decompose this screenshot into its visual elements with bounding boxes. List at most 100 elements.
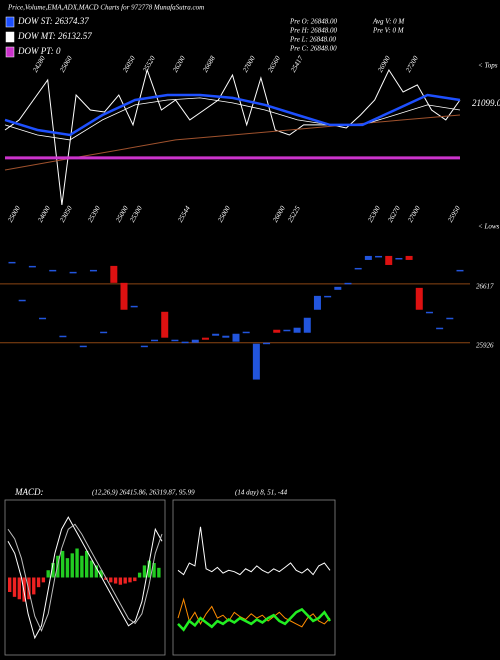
histogram-bar bbox=[41, 577, 46, 583]
stat: Pre C: 26848.00 bbox=[289, 45, 337, 53]
series-line bbox=[4, 114, 461, 171]
candle bbox=[456, 269, 464, 272]
candle bbox=[293, 327, 301, 333]
candle bbox=[263, 342, 271, 345]
low-label: 27000 bbox=[406, 204, 422, 224]
stat: Pre V: 0 M bbox=[372, 27, 405, 35]
histogram-bar bbox=[109, 577, 113, 583]
histogram-bar bbox=[157, 567, 161, 578]
macd-frame bbox=[4, 499, 166, 656]
top-label: 25060 bbox=[58, 54, 74, 74]
candle bbox=[161, 311, 169, 338]
histogram-bar bbox=[94, 565, 98, 578]
histogram-bar bbox=[80, 555, 84, 578]
low-label: 24000 bbox=[36, 204, 52, 224]
stat: Avg V: 0 M bbox=[372, 18, 405, 26]
adx-frame bbox=[172, 499, 336, 656]
candle bbox=[222, 335, 230, 338]
series-line bbox=[7, 523, 163, 632]
candle bbox=[375, 255, 383, 258]
top-label: 25520 bbox=[141, 54, 157, 74]
series-line bbox=[177, 526, 331, 576]
candle bbox=[79, 345, 87, 348]
macd-title: MACD: bbox=[14, 487, 44, 497]
top-label: 27200 bbox=[404, 54, 420, 74]
histogram-bar bbox=[85, 550, 89, 578]
tops-marker: < Tops bbox=[478, 62, 498, 70]
candle bbox=[100, 331, 108, 334]
stat: Pre H: 26848.00 bbox=[289, 27, 337, 35]
histogram-bar bbox=[65, 558, 70, 578]
candle bbox=[242, 331, 250, 334]
candle bbox=[354, 267, 362, 270]
candle bbox=[151, 339, 159, 342]
candle bbox=[181, 341, 189, 344]
top-label: 26050 bbox=[121, 54, 137, 74]
histogram-bar bbox=[137, 572, 142, 578]
histogram-bar bbox=[70, 553, 74, 578]
top-label: 26688 bbox=[201, 54, 217, 74]
histogram-bar bbox=[123, 577, 127, 584]
low-label: 25390 bbox=[86, 204, 102, 224]
histogram-bar bbox=[46, 570, 50, 578]
candle bbox=[395, 257, 403, 260]
top-label: 24280 bbox=[31, 54, 47, 74]
histogram-bar bbox=[113, 577, 118, 584]
low-label: 25000 bbox=[216, 204, 232, 224]
series-line bbox=[4, 93, 461, 137]
level-label: 26617 bbox=[476, 282, 494, 290]
level-label: 25926 bbox=[476, 341, 494, 349]
histogram-bar bbox=[133, 577, 137, 582]
histogram-bar bbox=[99, 570, 103, 578]
low-label: 25000 bbox=[114, 204, 130, 224]
candle bbox=[69, 271, 77, 274]
stat: Pre O: 26848.00 bbox=[289, 18, 337, 26]
legend-text: DOW MT: 26132.57 bbox=[17, 31, 92, 41]
candle bbox=[59, 335, 67, 338]
low-label: 25225 bbox=[286, 204, 302, 224]
histogram-bar bbox=[89, 560, 94, 578]
price-label: 21099.00 bbox=[472, 98, 500, 108]
candle bbox=[415, 287, 423, 310]
candle bbox=[89, 269, 97, 272]
low-label: 25300 bbox=[366, 204, 382, 224]
series-line bbox=[4, 97, 461, 141]
histogram-bar bbox=[36, 577, 41, 588]
candle bbox=[212, 333, 220, 336]
top-label: 26200 bbox=[171, 54, 187, 74]
candle bbox=[18, 299, 26, 302]
histogram-bar bbox=[142, 565, 147, 578]
low-label: 25300 bbox=[128, 204, 144, 224]
histogram-bar bbox=[17, 577, 21, 600]
chart-title: Price,Volume,EMA,ADX,MACD Charts for 972… bbox=[7, 4, 204, 12]
adx-params: (14 day) 8, 51, -44 bbox=[235, 489, 288, 497]
candle bbox=[39, 317, 47, 320]
candle bbox=[405, 255, 413, 260]
legend-text: DOW PT: 0 bbox=[17, 46, 61, 56]
candle bbox=[140, 345, 148, 348]
stat: Pre L: 26848.00 bbox=[289, 36, 336, 44]
candle bbox=[28, 265, 36, 268]
low-label: 26270 bbox=[386, 204, 402, 224]
legend-swatch bbox=[5, 46, 15, 58]
candle bbox=[313, 295, 321, 310]
candle bbox=[283, 329, 291, 332]
legend-swatch bbox=[5, 16, 15, 28]
legend-text: DOW ST: 26374.37 bbox=[17, 16, 89, 26]
histogram-bar bbox=[8, 577, 12, 592]
candle bbox=[425, 311, 433, 314]
histogram-bar bbox=[147, 560, 151, 578]
candle bbox=[344, 282, 352, 285]
histogram-bar bbox=[60, 550, 65, 578]
top-label: 26560 bbox=[266, 54, 282, 74]
candle bbox=[385, 255, 393, 265]
series-line bbox=[177, 607, 332, 632]
histogram-bar bbox=[12, 577, 17, 597]
low-label: 26000 bbox=[271, 204, 287, 224]
histogram-bar bbox=[32, 577, 36, 595]
candle bbox=[130, 305, 138, 308]
top-label: 27000 bbox=[241, 54, 257, 74]
candle bbox=[446, 317, 454, 320]
candle bbox=[201, 337, 209, 340]
